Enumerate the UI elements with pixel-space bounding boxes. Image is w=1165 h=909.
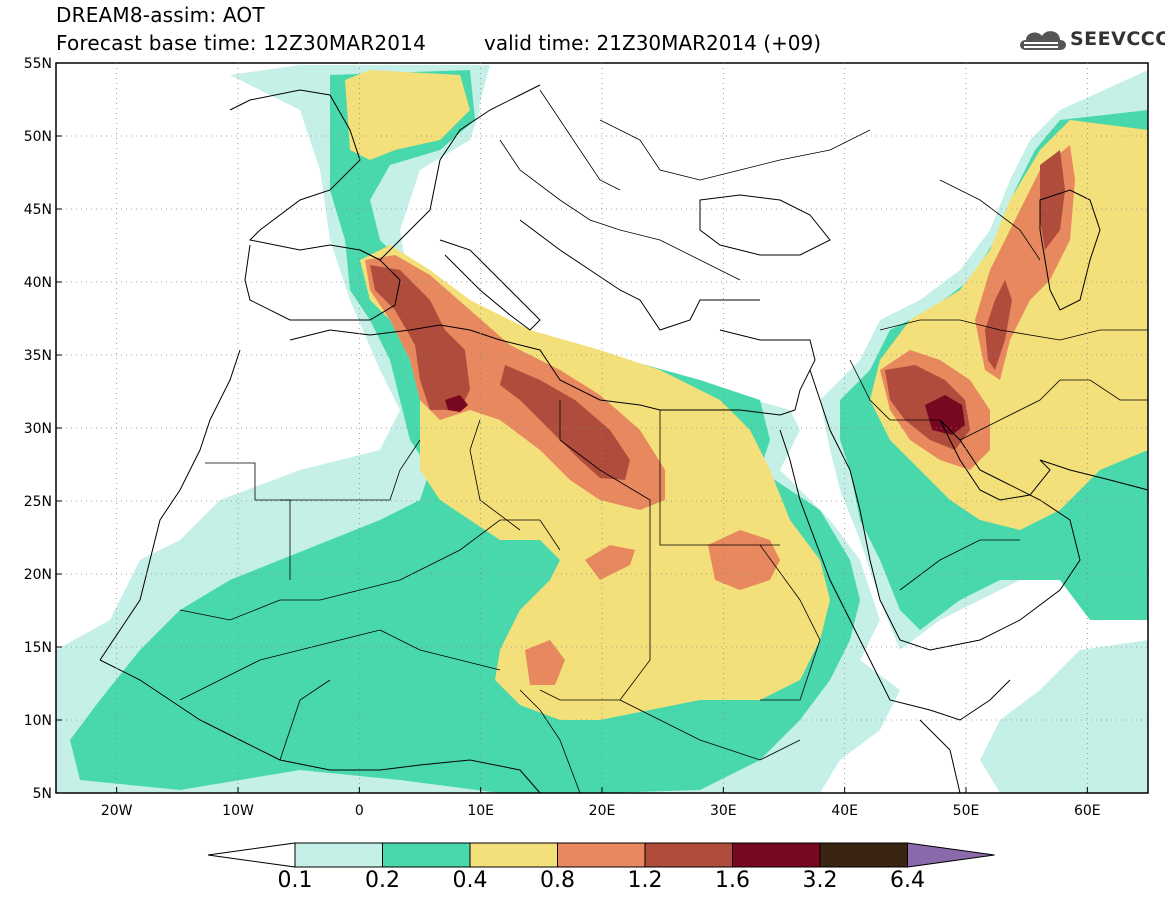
- lon-tick-label: 30E: [710, 803, 737, 819]
- lat-tick-label: 55N: [24, 56, 52, 72]
- colorbar-segment: [819, 842, 908, 868]
- lat-tick-label: 15N: [24, 640, 52, 656]
- lon-tick-label: 0: [355, 803, 364, 819]
- colorbar-label: 0.1: [277, 868, 313, 893]
- seevccc-logo: SEEVCCC: [1016, 24, 1165, 56]
- lon-tick-label: 20W: [101, 803, 133, 819]
- map-title: DREAM8-assim: AOT: [56, 3, 265, 27]
- colorbar-label: 6.4: [890, 868, 925, 893]
- lat-tick-label: 45N: [24, 202, 52, 218]
- country-borders: [179, 89, 1148, 793]
- lat-tick-label: 30N: [24, 421, 52, 437]
- lon-tick-label: 50E: [953, 803, 980, 819]
- colorbar-over-arrow: [907, 842, 995, 868]
- lat-tick-label: 5N: [33, 786, 52, 802]
- lat-tick-label: 40N: [24, 275, 52, 291]
- lat-tick-label: 20N: [24, 567, 52, 583]
- colorbar: [207, 842, 995, 868]
- lon-tick-label: 40E: [831, 803, 858, 819]
- colorbar-segment: [732, 842, 821, 868]
- colorbar-segment: [469, 842, 558, 868]
- graticule: [56, 63, 1148, 793]
- coastlines: [99, 84, 1148, 793]
- cloud-icon: [1020, 31, 1066, 50]
- lon-tick-label: 20E: [589, 803, 616, 819]
- longitude-axis: 20W 10W 0 10E 20E 30E 40E 50E 60E: [101, 787, 1101, 819]
- colorbar-label: 3.2: [802, 868, 838, 893]
- colorbar-segment: [294, 842, 383, 868]
- logo-text: SEEVCCC: [1070, 28, 1165, 50]
- forecast-base-time: Forecast base time: 12Z30MAR2014: [56, 31, 427, 55]
- colorbar-label: 0.4: [452, 868, 488, 893]
- lon-tick-label: 10E: [467, 803, 494, 819]
- lat-tick-label: 35N: [24, 348, 52, 364]
- valid-time: valid time: 21Z30MAR2014 (+09): [484, 31, 822, 55]
- colorbar-label: 0.2: [365, 868, 400, 893]
- colorbar-label: 1.6: [715, 868, 750, 893]
- colorbar-segment: [557, 842, 646, 868]
- latitude-axis: 55N 50N 45N 40N 35N 30N 25N 20N 15N 10N 5N: [24, 56, 62, 802]
- colorbar-label: 0.8: [540, 868, 575, 893]
- lat-tick-label: 10N: [24, 713, 52, 729]
- lat-tick-label: 50N: [24, 129, 52, 145]
- aot-band-1.6: [445, 395, 965, 435]
- lat-tick-label: 25N: [24, 494, 52, 510]
- lon-tick-label: 60E: [1074, 803, 1101, 819]
- lon-tick-label: 10W: [222, 803, 254, 819]
- colorbar-label: 1.2: [627, 868, 663, 893]
- colorbar-segment: [644, 842, 733, 868]
- colorbar-under-arrow: [207, 842, 296, 868]
- colorbar-segment: [382, 842, 471, 868]
